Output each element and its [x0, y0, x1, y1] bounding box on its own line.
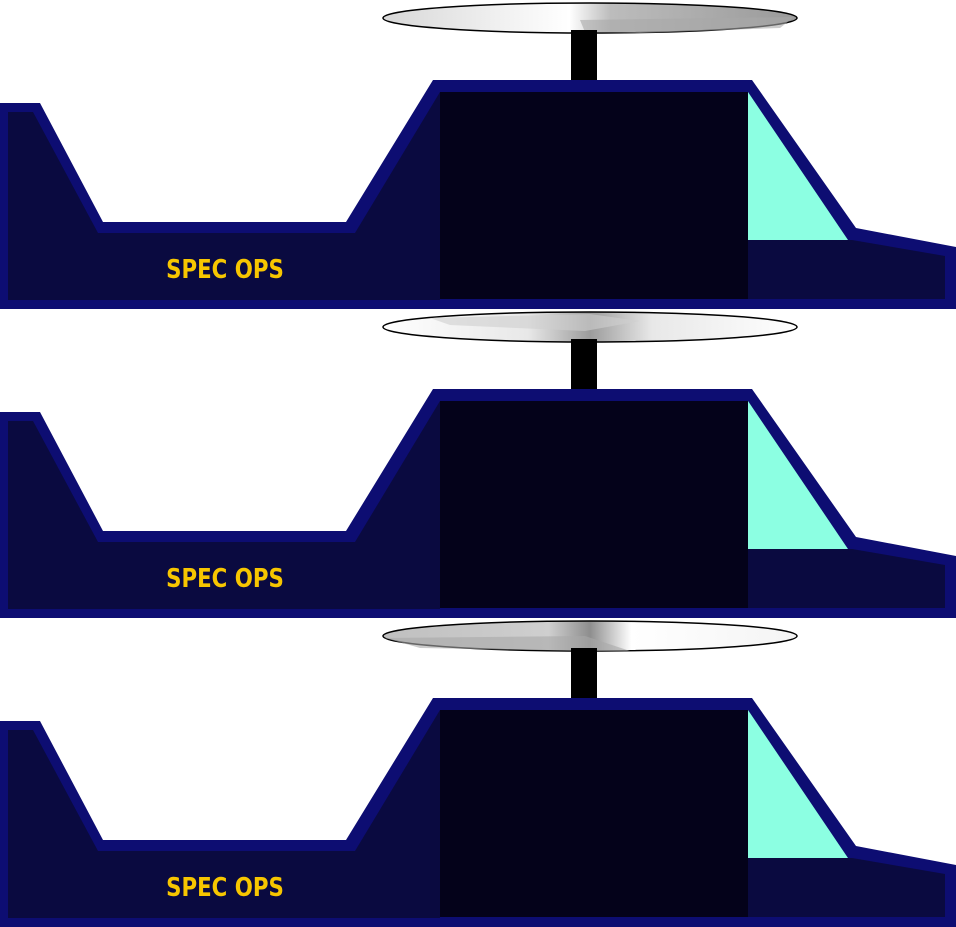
rotor-mast [571, 30, 597, 82]
helicopter-frame-3: SPEC OPS [0, 618, 956, 927]
rotor-mast [571, 648, 597, 700]
helicopter-sprite-1 [0, 2, 956, 309]
helicopter-cabin [440, 401, 748, 608]
helicopter-cabin [440, 710, 748, 917]
helicopter-frame-1: SPEC OPS [0, 0, 956, 309]
helicopter-windshield [748, 710, 848, 858]
helicopter-tail [8, 710, 440, 918]
helicopter-nose [748, 858, 945, 917]
helicopter-tail [8, 92, 440, 300]
helicopter-frame-2: SPEC OPS [0, 309, 956, 618]
spec-ops-label: SPEC OPS [166, 873, 284, 903]
spec-ops-label: SPEC OPS [166, 255, 284, 285]
helicopter-nose [748, 240, 945, 299]
rotor-blade-shade [385, 636, 630, 651]
helicopter-sprite-2 [0, 311, 956, 618]
helicopter-sprite-3 [0, 620, 956, 927]
rotor-blade-shade [430, 314, 640, 331]
spec-ops-label: SPEC OPS [166, 564, 284, 594]
rotor-blade-shade [580, 17, 794, 33]
helicopter-cabin [440, 92, 748, 299]
helicopter-tail [8, 401, 440, 609]
rotor-mast [571, 339, 597, 391]
helicopter-windshield [748, 401, 848, 549]
helicopter-windshield [748, 92, 848, 240]
helicopter-nose [748, 549, 945, 608]
